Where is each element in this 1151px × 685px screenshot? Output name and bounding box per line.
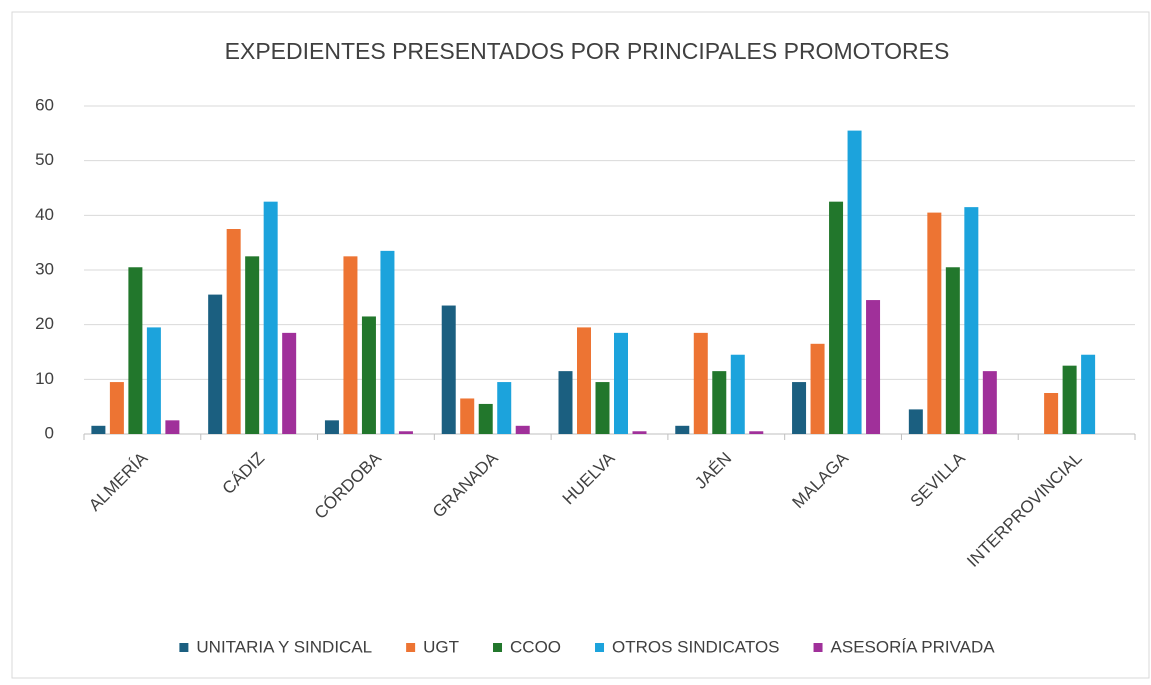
bar	[282, 332, 297, 434]
bar	[165, 420, 180, 434]
bar	[208, 294, 223, 434]
bar	[792, 382, 807, 434]
y-tick-label: 50	[35, 150, 54, 169]
legend-label: UGT	[423, 637, 459, 656]
legend-swatch	[493, 643, 503, 652]
bar	[945, 267, 960, 434]
legend-label: OTROS SINDICATOS	[612, 637, 780, 656]
bar	[460, 398, 475, 434]
bar	[595, 382, 610, 434]
bar	[497, 382, 512, 434]
bar	[675, 425, 690, 434]
legend-swatch	[813, 643, 823, 652]
bar	[343, 256, 358, 434]
bar	[91, 425, 106, 434]
legend-label: ASESORÍA PRIVADA	[831, 637, 996, 656]
bar	[577, 327, 591, 434]
bar	[226, 229, 241, 434]
bar	[263, 201, 278, 434]
bar	[829, 201, 844, 434]
chart-title: EXPEDIENTES PRESENTADOS POR PRINCIPALES …	[225, 38, 950, 64]
bar	[749, 431, 764, 434]
bar	[245, 256, 260, 434]
bar	[730, 354, 745, 434]
legend-swatch	[179, 643, 189, 652]
y-tick-label: 20	[35, 314, 54, 333]
bar	[964, 207, 979, 434]
bar	[146, 327, 161, 434]
bar	[866, 300, 881, 434]
bar	[908, 409, 923, 434]
bar	[441, 305, 456, 434]
bar	[632, 431, 647, 434]
bar	[927, 212, 942, 434]
bar	[515, 425, 530, 434]
bar	[1044, 393, 1059, 434]
bar	[693, 332, 708, 434]
bar	[810, 343, 825, 434]
y-tick-label: 60	[35, 95, 54, 114]
bar	[558, 371, 573, 434]
bar	[361, 316, 376, 434]
bar	[614, 332, 628, 434]
bar	[128, 267, 143, 434]
bar	[982, 371, 997, 434]
bar	[1062, 365, 1077, 434]
bar	[478, 403, 493, 434]
bar	[847, 130, 862, 434]
legend-swatch	[406, 643, 416, 652]
y-tick-label: 0	[45, 423, 54, 442]
bar	[324, 420, 339, 434]
bar	[1081, 354, 1096, 434]
y-tick-label: 40	[35, 205, 54, 224]
bar	[109, 382, 124, 434]
bar	[380, 250, 395, 434]
bar	[712, 371, 727, 434]
legend-label: CCOO	[510, 637, 561, 656]
bar	[398, 431, 413, 434]
legend-label: UNITARIA Y SINDICAL	[196, 637, 372, 656]
legend-swatch	[595, 643, 605, 652]
y-tick-label: 30	[35, 259, 54, 278]
y-tick-label: 10	[35, 369, 54, 388]
